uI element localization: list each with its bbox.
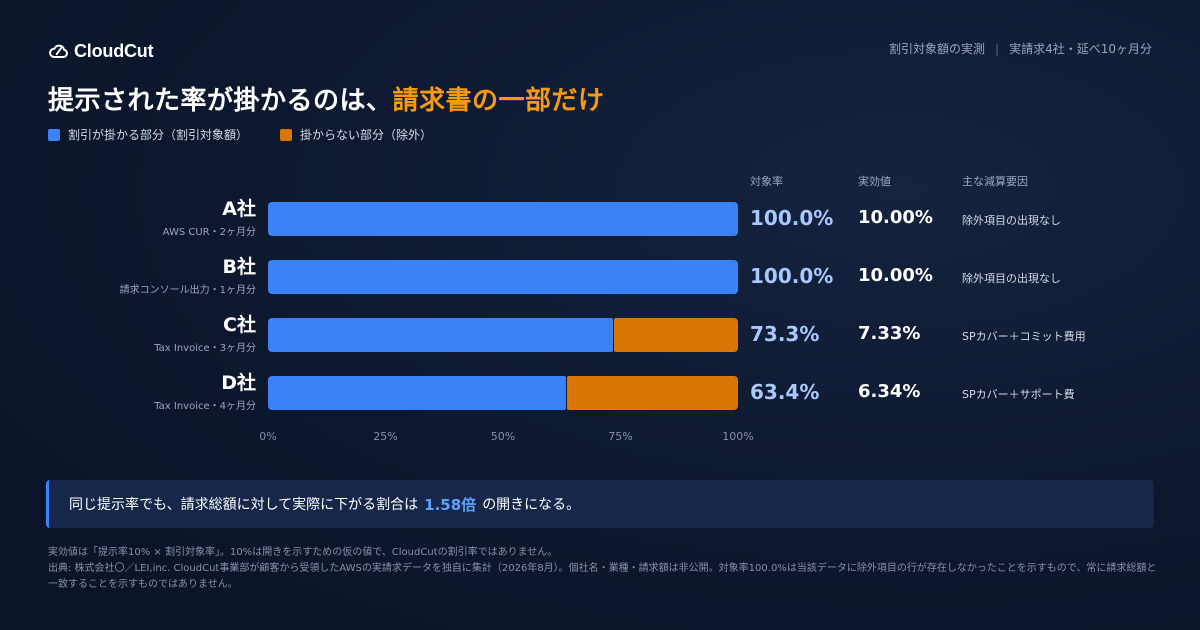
bar-excluded xyxy=(566,376,738,410)
header-meta-left: 割引対象額の実測 xyxy=(889,42,986,56)
callout-highlight: 1.58倍 xyxy=(424,495,477,514)
coverage-rate-label: 100.0% xyxy=(750,206,834,230)
column-header-factor: 主な減算要因 xyxy=(962,175,1028,188)
coverage-rate-label: 73.3% xyxy=(750,322,820,346)
row-label: B社請求コンソール出力・1ヶ月分 xyxy=(120,256,256,296)
footnote-effective-definition: 実効値は「提示率10% × 割引対象率」。10%は開きを示すための仮の値で、Cl… xyxy=(48,547,558,558)
callout-text-before: 同じ提示率でも、請求総額に対して実際に下がる割合は xyxy=(69,497,419,513)
legend-swatch-excluded xyxy=(280,128,293,141)
cloud-logo-icon xyxy=(49,44,68,58)
bar-excluded xyxy=(613,318,738,352)
header-meta: 割引対象額の実測 | 実請求4社・延べ10ヶ月分 xyxy=(889,40,1152,57)
page-title: 提示された率が掛かるのは、請求書の一部だけ xyxy=(48,80,605,117)
brand-name: CloudCut xyxy=(74,40,154,61)
effective-rate-label: 10.00% xyxy=(858,265,933,286)
column-header-effective: 実効値 xyxy=(858,175,891,188)
title-main: 提示された率が掛かるのは、 xyxy=(48,86,393,116)
row-label: A社 AWS CUR・2ヶ月分 xyxy=(163,198,256,238)
x-tick-label: 25% xyxy=(373,430,398,443)
effective-rate-label: 6.34% xyxy=(858,381,921,402)
company-name: B社 xyxy=(222,256,256,278)
title-accent: 請求書の一部だけ xyxy=(392,86,605,116)
reduction-factor-label: 除外項目の出現なし xyxy=(962,214,1061,227)
company-name: D社 xyxy=(221,372,256,394)
coverage-rate-label: 63.4% xyxy=(750,380,820,404)
x-tick-label: 100% xyxy=(722,430,754,443)
header-meta-right: 実請求4社・延べ10ヶ月分 xyxy=(1009,42,1152,56)
company-name: C社 xyxy=(223,314,256,336)
x-tick-label: 75% xyxy=(608,430,633,443)
callout-text-after: の開きになる。 xyxy=(482,497,581,513)
legend-item-excluded: 掛からない部分（除外） xyxy=(280,126,432,143)
row-label: C社 Tax Invoice・3ヶ月分 xyxy=(154,314,256,354)
brand-logo: CloudCut xyxy=(48,40,154,62)
reduction-factor-label: SPカバー＋サポート費 xyxy=(962,388,1075,401)
bar-covered xyxy=(268,202,738,236)
company-name: A社 xyxy=(222,198,256,220)
reduction-factor-label: 除外項目の出現なし xyxy=(962,272,1061,285)
effective-rate-label: 10.00% xyxy=(858,207,933,228)
column-header-rate: 対象率 xyxy=(750,175,783,188)
summary-callout: 同じ提示率でも、請求総額に対して実際に下がる割合は 1.58倍 の開きになる。 xyxy=(46,480,1154,528)
company-source: 請求コンソール出力・1ヶ月分 xyxy=(119,285,256,296)
legend-label-covered: 割引が掛かる部分（割引対象額） xyxy=(68,128,249,142)
footnote-source: 出典: 株式会社〇／LEI,inc. CloudCut事業部が顧客から受領したA… xyxy=(48,563,1157,590)
bar-covered xyxy=(268,318,613,352)
reduction-factor-label: SPカバー＋コミット費用 xyxy=(962,330,1086,343)
x-tick-label: 50% xyxy=(490,430,516,443)
row-label: D社 Tax Invoice・4ヶ月分 xyxy=(154,372,256,412)
company-source: Tax Invoice・4ヶ月分 xyxy=(154,401,256,412)
bar-covered xyxy=(268,376,566,410)
legend-swatch-covered xyxy=(48,128,60,141)
x-tick-label: 0% xyxy=(259,430,277,443)
company-source: AWS CUR・2ヶ月分 xyxy=(162,227,256,238)
coverage-rate-label: 100.0% xyxy=(750,264,834,288)
legend-label-excluded: 掛からない部分（除外） xyxy=(300,128,433,142)
bar-covered xyxy=(268,260,738,294)
footnotes: 実効値は「提示率10% × 割引対象率」。10%は開きを示すための仮の値で、Cl… xyxy=(48,545,1158,593)
header-meta-separator: | xyxy=(995,41,1000,56)
legend-item-covered: 割引が掛かる部分（割引対象額） xyxy=(48,126,248,143)
chart-legend: 割引が掛かる部分（割引対象額） 掛からない部分（除外） xyxy=(48,126,432,143)
company-source: Tax Invoice・3ヶ月分 xyxy=(154,343,256,354)
effective-rate-label: 7.33% xyxy=(858,323,921,344)
